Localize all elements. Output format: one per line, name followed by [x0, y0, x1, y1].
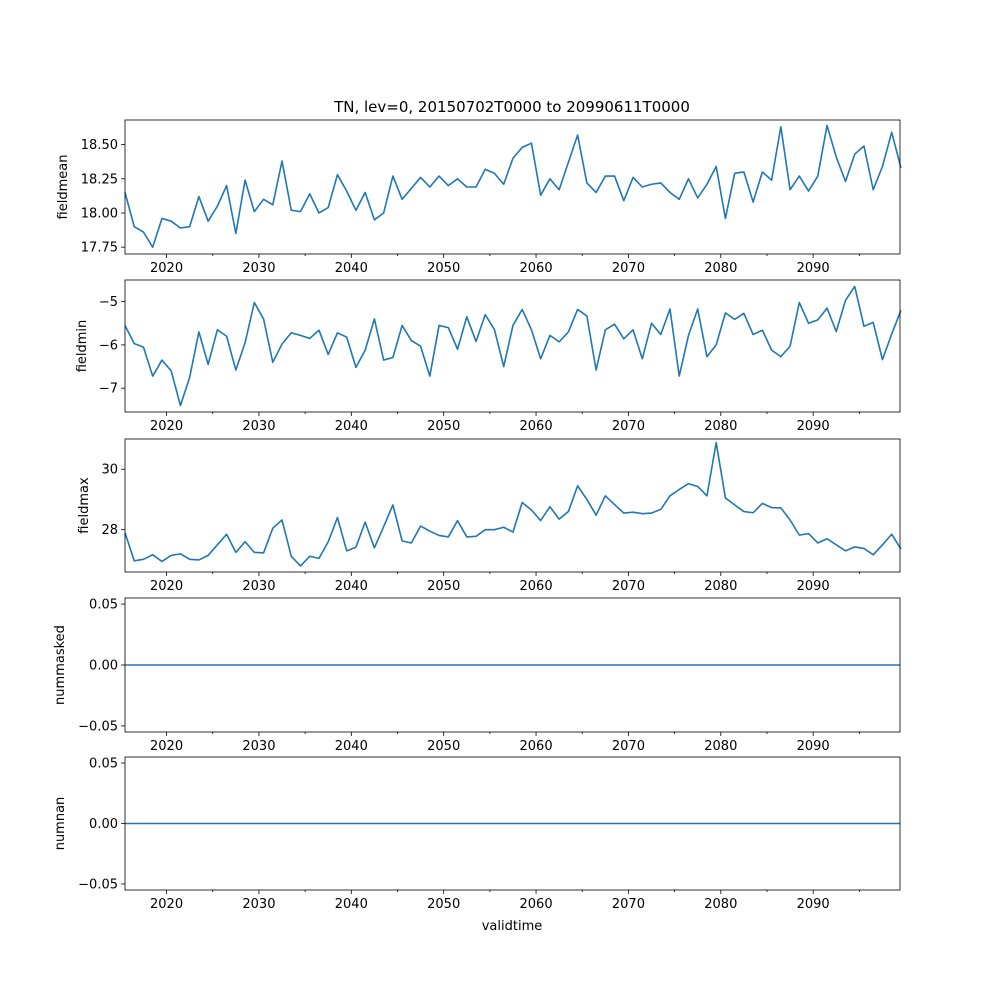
- y-tick-label: 28: [101, 523, 118, 538]
- x-tick-label: 2090: [797, 897, 830, 912]
- x-tick-label: 2090: [797, 579, 830, 594]
- x-tick-label: 2060: [520, 739, 553, 754]
- x-tick-label: 2020: [150, 261, 183, 276]
- x-tick-label: 2020: [150, 739, 183, 754]
- subplot-stack: 2020 2030 2040 2050 2060 2070 2080 2090 17.75 18.…: [53, 119, 902, 912]
- y-tick-label: 18.25: [81, 172, 118, 187]
- x-axis-label: validtime: [482, 919, 543, 934]
- x-tick-label: 2080: [704, 739, 737, 754]
- y-tick-label: 0.05: [89, 598, 118, 613]
- x-tick-label: 2040: [335, 739, 368, 754]
- x-tick-label: 2030: [242, 897, 275, 912]
- y-tick-label: −0.05: [78, 719, 118, 734]
- x-tick-label: 2070: [612, 897, 645, 912]
- y-tick-label: 0.00: [89, 817, 118, 832]
- subplot-numnan: 2020 2030 2040 2050 2060 2070 2080 2090 −0.05 0.0…: [53, 756, 901, 912]
- y-tick-label: −7: [99, 382, 118, 397]
- y-axis-label: fieldmin: [75, 320, 90, 373]
- x-tick-label: 2040: [335, 419, 368, 434]
- x-tick-label: 2060: [520, 261, 553, 276]
- y-axis-label: fieldmax: [77, 477, 92, 534]
- x-tick-label: 2020: [150, 579, 183, 594]
- x-tick-label: 2080: [704, 897, 737, 912]
- x-tick-label: 2090: [797, 739, 830, 754]
- y-axis-label: numnan: [53, 797, 68, 851]
- x-tick-label: 2060: [520, 579, 553, 594]
- y-tick-label: −0.05: [78, 877, 118, 892]
- x-tick-label: 2050: [427, 739, 460, 754]
- series-line: [124, 441, 902, 567]
- x-tick-label: 2070: [612, 419, 645, 434]
- y-tick-label: −5: [99, 295, 118, 310]
- subplot-fieldmean: 2020 2030 2040 2050 2060 2070 2080 2090 17.75 18.…: [56, 119, 902, 276]
- series-line: [124, 285, 902, 407]
- x-tick-label: 2030: [242, 739, 275, 754]
- x-tick-label: 2050: [427, 419, 460, 434]
- x-tick-label: 2080: [704, 419, 737, 434]
- x-tick-label: 2040: [335, 579, 368, 594]
- x-tick-label: 2020: [150, 897, 183, 912]
- y-tick-label: 17.75: [81, 241, 118, 256]
- axes-frame: [124, 438, 901, 573]
- y-tick-label: 18.50: [81, 138, 118, 153]
- x-tick-label: 2090: [797, 261, 830, 276]
- x-tick-label: 2070: [612, 261, 645, 276]
- x-tick-label: 2080: [704, 579, 737, 594]
- axes-frame: [124, 756, 901, 891]
- axes-frame: [124, 597, 901, 733]
- y-axis-label: nummasked: [53, 625, 68, 705]
- x-tick-label: 2030: [242, 419, 275, 434]
- x-tick-label: 2050: [427, 579, 460, 594]
- subplot-fieldmin: 2020 2030 2040 2050 2060 2070 2080 2090 −7 −6 −5 fi…: [75, 279, 902, 434]
- axes-frame: [124, 119, 901, 255]
- x-tick-label: 2060: [520, 419, 553, 434]
- y-tick-label: 30: [101, 463, 118, 478]
- x-tick-label: 2070: [612, 579, 645, 594]
- y-tick-label: −6: [99, 338, 118, 353]
- y-tick-label: 0.05: [89, 757, 118, 772]
- y-tick-label: 18.00: [81, 206, 118, 221]
- x-tick-label: 2050: [427, 897, 460, 912]
- y-tick-label: 0.00: [89, 659, 118, 674]
- x-tick-label: 2040: [335, 261, 368, 276]
- axes-frame: [124, 279, 901, 413]
- x-tick-label: 2090: [797, 419, 830, 434]
- x-tick-label: 2030: [242, 261, 275, 276]
- x-tick-label: 2040: [335, 897, 368, 912]
- x-tick-label: 2080: [704, 261, 737, 276]
- x-tick-label: 2060: [520, 897, 553, 912]
- x-tick-label: 2030: [242, 579, 275, 594]
- y-axis-label: fieldmean: [56, 155, 71, 220]
- series-line: [124, 124, 902, 248]
- figure-title: TN, lev=0, 20150702T0000 to 20990611T000…: [333, 98, 690, 116]
- subplot-fieldmax: 2020 2030 2040 2050 2060 2070 2080 2090 28 30 fiel…: [77, 438, 902, 594]
- x-tick-label: 2020: [150, 419, 183, 434]
- subplot-nummasked: 2020 2030 2040 2050 2060 2070 2080 2090 −0.05 0.0…: [53, 597, 901, 754]
- x-tick-label: 2050: [427, 261, 460, 276]
- x-tick-label: 2070: [612, 739, 645, 754]
